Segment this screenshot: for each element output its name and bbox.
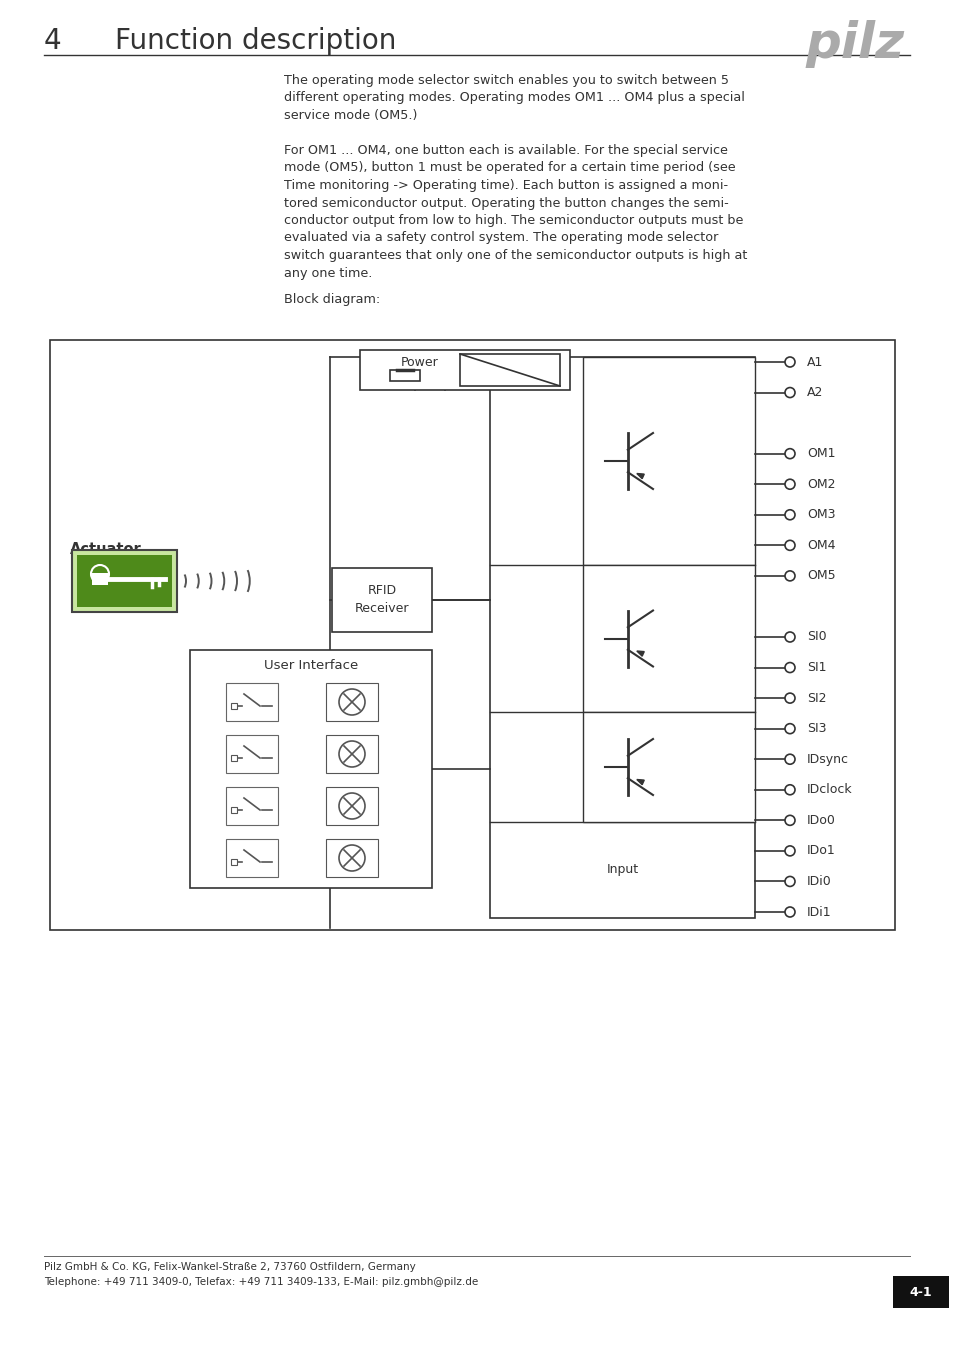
Bar — [77, 555, 172, 608]
Bar — [231, 859, 236, 865]
Text: SI3: SI3 — [806, 722, 825, 736]
Text: =: = — [517, 369, 527, 382]
Text: SI1: SI1 — [806, 662, 825, 674]
Bar — [231, 807, 236, 813]
Bar — [892, 1276, 948, 1308]
Text: IDo0: IDo0 — [806, 814, 835, 826]
Text: OM1: OM1 — [806, 447, 835, 460]
Circle shape — [784, 479, 794, 489]
Circle shape — [784, 846, 794, 856]
Bar — [71, 549, 177, 612]
Text: OM4: OM4 — [806, 539, 835, 552]
Text: User Interface: User Interface — [264, 659, 357, 672]
Bar — [490, 356, 754, 918]
Text: evaluated via a safety control system. The operating mode selector: evaluated via a safety control system. T… — [284, 231, 718, 244]
Text: IDo1: IDo1 — [806, 844, 835, 857]
Circle shape — [784, 356, 794, 367]
Text: service mode (OM5.): service mode (OM5.) — [284, 109, 416, 122]
Bar — [326, 787, 377, 825]
Bar — [190, 649, 432, 888]
Bar — [226, 683, 277, 721]
Polygon shape — [637, 779, 643, 784]
Bar — [582, 711, 754, 822]
Text: RFID: RFID — [367, 585, 396, 598]
Text: IDi0: IDi0 — [806, 875, 831, 888]
Bar — [582, 566, 754, 711]
Polygon shape — [637, 474, 643, 479]
Text: OM5: OM5 — [806, 570, 835, 582]
Text: IDclock: IDclock — [806, 783, 852, 796]
Text: IDi1: IDi1 — [806, 906, 831, 918]
Circle shape — [784, 510, 794, 520]
Bar — [91, 572, 108, 585]
Text: Time monitoring -> Operating time). Each button is assigned a moni-: Time monitoring -> Operating time). Each… — [284, 180, 727, 192]
Bar — [226, 787, 277, 825]
Circle shape — [784, 571, 794, 580]
Bar — [226, 838, 277, 878]
Bar — [332, 568, 432, 632]
Text: mode (OM5), button 1 must be operated for a certain time period (see: mode (OM5), button 1 must be operated fo… — [284, 162, 735, 174]
Text: SI0: SI0 — [806, 630, 825, 644]
Circle shape — [784, 387, 794, 397]
Text: A1: A1 — [806, 355, 822, 369]
Text: pilz: pilz — [805, 20, 904, 68]
Polygon shape — [637, 651, 643, 656]
Bar — [326, 838, 377, 878]
Bar — [582, 356, 754, 566]
Circle shape — [784, 540, 794, 551]
Text: A2: A2 — [806, 386, 822, 400]
Text: Power: Power — [400, 356, 438, 369]
Circle shape — [784, 784, 794, 795]
Text: 4: 4 — [44, 27, 62, 55]
Text: any one time.: any one time. — [284, 266, 372, 279]
Bar — [359, 350, 569, 390]
Text: Telephone: +49 711 3409-0, Telefax: +49 711 3409-133, E-Mail: pilz.gmbh@pilz.de: Telephone: +49 711 3409-0, Telefax: +49 … — [44, 1277, 477, 1287]
Text: switch guarantees that only one of the semiconductor outputs is high at: switch guarantees that only one of the s… — [284, 248, 746, 262]
Text: =: = — [517, 359, 527, 371]
Bar — [326, 683, 377, 721]
Bar — [231, 755, 236, 761]
Text: Input: Input — [606, 864, 638, 876]
Circle shape — [784, 876, 794, 887]
Circle shape — [784, 755, 794, 764]
Circle shape — [784, 663, 794, 672]
Text: SI2: SI2 — [806, 691, 825, 705]
Text: Receiver: Receiver — [355, 602, 409, 616]
Bar — [231, 703, 236, 709]
Text: conductor output from low to high. The semiconductor outputs must be: conductor output from low to high. The s… — [284, 215, 742, 227]
Text: Pilz GmbH & Co. KG, Felix-Wankel-Straße 2, 73760 Ostfildern, Germany: Pilz GmbH & Co. KG, Felix-Wankel-Straße … — [44, 1262, 416, 1272]
Text: IDsync: IDsync — [806, 753, 848, 765]
Circle shape — [784, 724, 794, 733]
Circle shape — [784, 907, 794, 917]
Text: For OM1 ... OM4, one button each is available. For the special service: For OM1 ... OM4, one button each is avai… — [284, 144, 727, 157]
Text: OM3: OM3 — [806, 509, 835, 521]
Text: tored semiconductor output. Operating the button changes the semi-: tored semiconductor output. Operating th… — [284, 197, 728, 209]
Circle shape — [784, 693, 794, 703]
Circle shape — [784, 815, 794, 825]
Circle shape — [784, 632, 794, 643]
Bar — [226, 734, 277, 774]
Text: The operating mode selector switch enables you to switch between 5: The operating mode selector switch enabl… — [284, 74, 728, 86]
Text: Actuator: Actuator — [70, 541, 142, 558]
Text: OM2: OM2 — [806, 478, 835, 490]
Bar — [390, 370, 419, 381]
Bar — [459, 354, 559, 386]
Circle shape — [784, 448, 794, 459]
Text: Function description: Function description — [115, 27, 395, 55]
Text: 4-1: 4-1 — [909, 1285, 931, 1299]
Text: different operating modes. Operating modes OM1 ... OM4 plus a special: different operating modes. Operating mod… — [284, 92, 744, 104]
Bar — [50, 340, 894, 930]
Bar — [326, 734, 377, 774]
Text: Block diagram:: Block diagram: — [284, 293, 380, 305]
